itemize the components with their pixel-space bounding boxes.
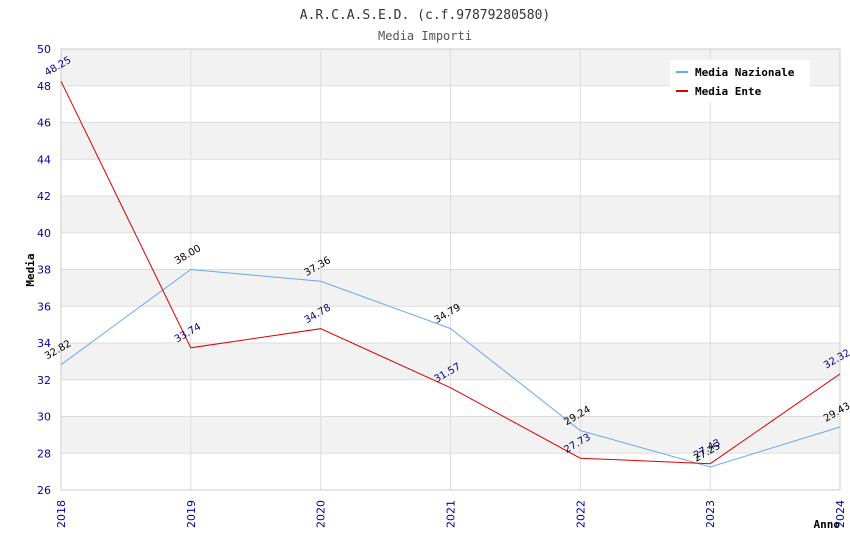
y-tick-label: 42 — [37, 190, 51, 203]
y-tick-label: 46 — [37, 117, 51, 130]
x-tick-label: 2018 — [55, 500, 68, 528]
x-tick-label: 2024 — [834, 500, 847, 528]
y-tick-label: 38 — [37, 264, 51, 277]
legend-box — [670, 60, 810, 102]
series-line-media-ente — [60, 80, 841, 465]
y-tick-label: 32 — [37, 374, 51, 387]
plot-border — [60, 48, 841, 491]
plot-background — [60, 48, 841, 491]
x-tick-label: 2023 — [704, 500, 717, 528]
legend-label: Media Ente — [695, 85, 762, 98]
x-axis-ticks: 2018 2019 2020 2021 2022 2023 2024 — [55, 500, 847, 528]
x-tick-label: 2021 — [445, 500, 458, 528]
x-axis-label: Anno — [814, 518, 841, 531]
y-tick-label: 30 — [37, 411, 51, 424]
y-tick-label: 36 — [37, 300, 51, 313]
series-lines — [60, 80, 841, 468]
y-tick-label: 48 — [37, 80, 51, 93]
y-axis-ticks: 26 28 30 32 34 36 38 40 42 44 46 48 50 — [37, 43, 51, 497]
y-tick-label: 28 — [37, 447, 51, 460]
chart-title: A.R.C.A.S.E.D. (c.f.97879280580) — [300, 8, 550, 23]
y-tick-label: 40 — [37, 227, 51, 240]
legend-label: Media Nazionale — [695, 66, 795, 79]
x-tick-label: 2020 — [315, 500, 328, 528]
legend: Media Nazionale Media Ente — [670, 60, 810, 102]
y-tick-label: 50 — [37, 43, 51, 56]
x-tick-label: 2019 — [185, 500, 198, 528]
y-tick-label: 44 — [37, 153, 51, 166]
y-axis-label: Media — [24, 253, 37, 286]
y-tick-label: 26 — [37, 484, 51, 497]
series-line-media-nazionale — [60, 268, 841, 468]
y-tick-label: 34 — [37, 337, 51, 350]
x-tick-label: 2022 — [574, 500, 587, 528]
chart-subtitle: Media Importi — [378, 29, 472, 43]
